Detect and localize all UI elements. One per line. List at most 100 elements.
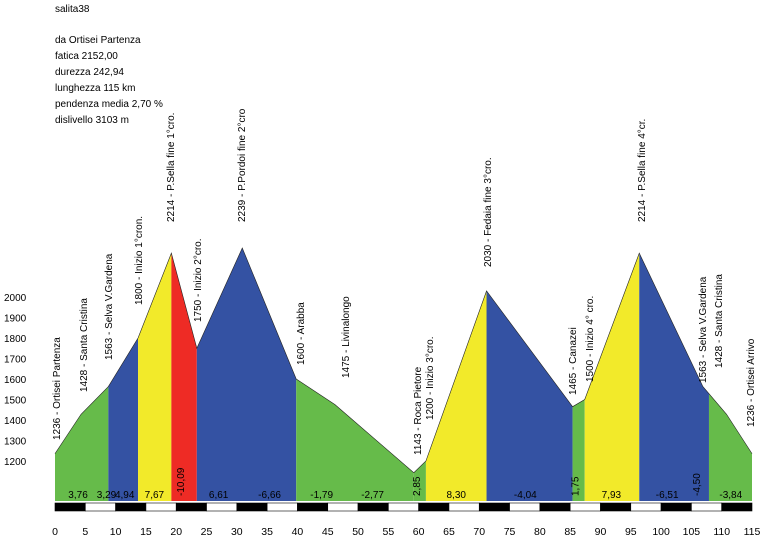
slope-label: 7,67: [145, 490, 165, 501]
waypoint-label: 1200 - Inizio 3°cro.: [425, 337, 436, 421]
slope-label: -2,77: [361, 490, 384, 501]
route-title: salita38: [55, 4, 90, 15]
profile-line: [54, 247, 753, 474]
x-tick-label: 45: [322, 526, 334, 538]
x-tick-label: 95: [625, 526, 637, 538]
slope-label: 6,61: [209, 490, 229, 501]
distance-scale-block: [660, 502, 692, 512]
slope-label: 8,30: [446, 490, 466, 501]
waypoint-label: 1428 - Santa Cristina: [79, 298, 90, 392]
x-tick-label: 100: [652, 526, 670, 538]
profile-segment: [138, 253, 172, 501]
distance-scale-block: [145, 502, 177, 512]
y-tick-label: 1800: [4, 334, 27, 345]
slope-label: 3,76: [68, 490, 88, 501]
distance-scale-block: [357, 502, 389, 512]
profile-segment: [196, 248, 297, 501]
x-tick-label: 115: [744, 526, 761, 538]
profile-segment: [708, 393, 752, 501]
x-tick-label: 65: [443, 526, 455, 538]
waypoint-label: 2214 - P.Sella fine 4°cr.: [637, 119, 648, 222]
slope-label: 7,93: [602, 490, 622, 501]
profile-segment: [296, 379, 414, 501]
x-tick-label: 25: [201, 526, 213, 538]
profile-segment: [584, 253, 640, 501]
distance-scale-block: [691, 502, 722, 512]
info-dislivello: dislivello 3103 m: [55, 115, 129, 126]
y-tick-label: 1900: [4, 314, 27, 325]
waypoint-label: 1428 - Santa Cristina: [714, 274, 725, 368]
distance-scale-block: [539, 502, 571, 512]
waypoint-label: 1563 - Selva V.Gardena: [698, 276, 709, 383]
x-tick-label: 80: [534, 526, 546, 538]
waypoint-label: 1143 - Roca Pietore: [413, 366, 424, 455]
x-tick-label: 55: [383, 526, 395, 538]
x-tick-label: 70: [473, 526, 485, 538]
slope-label: -6,66: [258, 490, 281, 501]
slope-label: -4,04: [514, 490, 537, 501]
x-tick-label: 90: [595, 526, 607, 538]
distance-scale-block: [115, 502, 147, 512]
slope-label: -1,79: [310, 490, 333, 501]
slope-label: 2,85: [412, 476, 423, 496]
distance-scale-block: [418, 502, 450, 512]
slope-label: -6,51: [656, 490, 679, 501]
waypoint-label: 1750 - Inizio 2°cro.: [193, 239, 204, 323]
y-tick-label: 2000: [4, 293, 27, 304]
distance-scale-block: [630, 502, 662, 512]
distance-scale-block: [388, 502, 419, 512]
info-durezza: durezza 242,94: [55, 67, 124, 78]
x-tick-label: 105: [683, 526, 701, 538]
profile-segment: [639, 253, 709, 501]
profile-segment: [486, 290, 573, 501]
y-tick-label: 1200: [4, 457, 27, 468]
distance-scale-block: [478, 502, 510, 512]
info-pendenza: pendenza media 2,70 %: [55, 99, 163, 110]
y-tick-label: 1600: [4, 375, 27, 386]
waypoint-label: 1236 - Ortisei Partenza: [52, 337, 63, 440]
waypoint-label: 1236 - Ortisei Arrivo: [746, 338, 757, 427]
slope-label: 3,29: [97, 490, 117, 501]
waypoint-label: 2239 - P.Pordoi fine 2°cro: [237, 108, 248, 222]
x-tick-label: 75: [504, 526, 516, 538]
waypoint-label: 1475 - Livinalongo: [341, 296, 352, 378]
x-tick-label: 15: [140, 526, 152, 538]
waypoint-label: 2214 - P.Sella fine 1°cro.: [166, 113, 177, 222]
profile-segment: [413, 461, 426, 501]
x-tick-label: 85: [564, 526, 576, 538]
x-tick-label: 10: [110, 526, 122, 538]
profile-segment: [55, 386, 109, 501]
x-tick-label: 40: [292, 526, 304, 538]
distance-scale-block: [448, 502, 480, 512]
x-tick-label: 35: [261, 526, 273, 538]
y-tick-label: 1500: [4, 396, 27, 407]
info-fatica: fatica 2152,00: [55, 51, 118, 62]
y-tick-label: 1400: [4, 416, 27, 427]
x-tick-label: 110: [713, 526, 730, 538]
distance-scale-block: [54, 502, 86, 512]
profile-segment: [572, 399, 585, 501]
y-tick-label: 1300: [4, 437, 27, 448]
y-tick-label: 1700: [4, 355, 27, 366]
waypoint-label: 2030 - Fedaia fine 3°cro.: [483, 157, 494, 267]
distance-scale-block: [297, 502, 329, 512]
profile-segment: [171, 253, 197, 501]
distance-scale-block: [600, 502, 632, 512]
info-lunghezza: lunghezza 115 km: [55, 83, 136, 94]
waypoint-label: 1500 - Inizio 4° cro.: [585, 296, 596, 382]
x-tick-label: 5: [82, 526, 88, 538]
waypoint-label: 1465 - Canazei: [568, 327, 579, 395]
x-tick-label: 30: [231, 526, 243, 538]
distance-scale-block: [266, 502, 298, 512]
distance-scale-block: [206, 502, 238, 512]
waypoint-label: 1563 - Selva V.Gardena: [104, 253, 115, 360]
distance-scale-block: [721, 502, 753, 512]
slope-label: 4,94: [115, 490, 135, 501]
slope-label: 1,75: [571, 476, 582, 496]
profile-segment: [425, 290, 487, 501]
info-start: da Ortisei Partenza: [55, 35, 141, 46]
waypoint-label: 1600 - Arabba: [296, 302, 307, 365]
distance-scale-block: [569, 502, 601, 512]
waypoint-label: 1800 - Inizio 1°cron.: [134, 216, 145, 305]
distance-scale-block: [175, 502, 207, 512]
